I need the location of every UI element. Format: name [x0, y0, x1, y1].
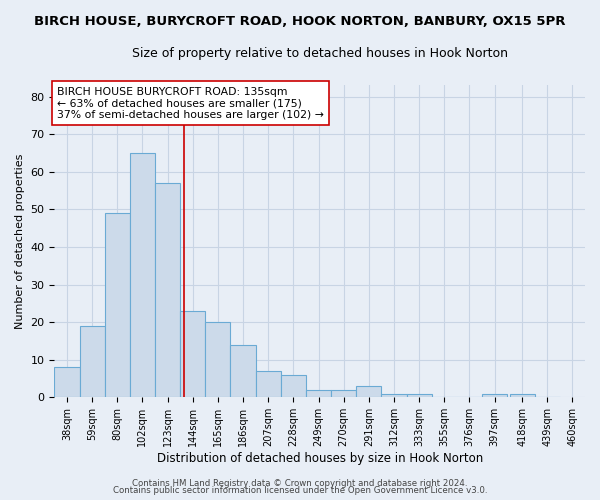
Text: Contains HM Land Registry data © Crown copyright and database right 2024.: Contains HM Land Registry data © Crown c… — [132, 478, 468, 488]
Text: BIRCH HOUSE BURYCROFT ROAD: 135sqm
← 63% of detached houses are smaller (175)
37: BIRCH HOUSE BURYCROFT ROAD: 135sqm ← 63%… — [57, 87, 324, 120]
Text: BIRCH HOUSE, BURYCROFT ROAD, HOOK NORTON, BANBURY, OX15 5PR: BIRCH HOUSE, BURYCROFT ROAD, HOOK NORTON… — [34, 15, 566, 28]
Bar — [331, 390, 356, 398]
Bar — [256, 371, 281, 398]
Bar — [509, 394, 535, 398]
X-axis label: Distribution of detached houses by size in Hook Norton: Distribution of detached houses by size … — [157, 452, 483, 465]
Bar — [382, 394, 407, 398]
Bar — [130, 153, 155, 398]
Bar — [105, 213, 130, 398]
Bar — [482, 394, 507, 398]
Bar — [80, 326, 105, 398]
Text: Contains public sector information licensed under the Open Government Licence v3: Contains public sector information licen… — [113, 486, 487, 495]
Title: Size of property relative to detached houses in Hook Norton: Size of property relative to detached ho… — [132, 48, 508, 60]
Bar — [230, 344, 256, 398]
Bar — [407, 394, 431, 398]
Bar — [306, 390, 331, 398]
Bar — [205, 322, 230, 398]
Bar — [180, 311, 205, 398]
Bar — [155, 183, 180, 398]
Bar — [281, 375, 306, 398]
Bar — [356, 386, 382, 398]
Y-axis label: Number of detached properties: Number of detached properties — [15, 154, 25, 329]
Bar — [55, 368, 80, 398]
